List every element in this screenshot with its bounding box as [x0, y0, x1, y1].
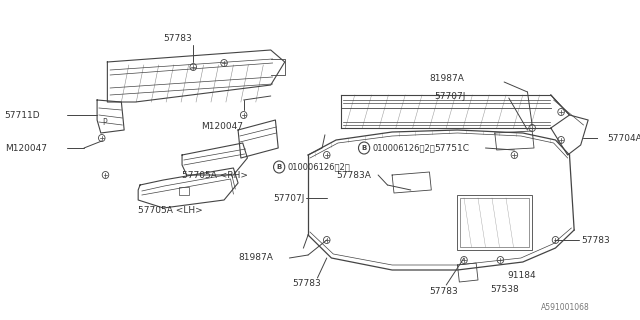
Text: B: B — [362, 145, 367, 151]
Text: B: B — [276, 164, 282, 170]
Text: 81987A: 81987A — [238, 253, 273, 262]
Text: 57711D: 57711D — [4, 110, 40, 119]
Bar — [179, 187, 189, 195]
Text: 57705A <RH>: 57705A <RH> — [182, 171, 248, 180]
Text: A591001068: A591001068 — [541, 303, 590, 312]
Bar — [460, 198, 529, 247]
Text: 57707J: 57707J — [273, 194, 305, 203]
Text: 57783A: 57783A — [336, 171, 371, 180]
Text: 91184: 91184 — [507, 271, 536, 281]
Text: 010006126（2）: 010006126（2） — [372, 143, 435, 153]
Text: 57783: 57783 — [429, 287, 458, 297]
Text: 57705A <LH>: 57705A <LH> — [138, 205, 203, 214]
Text: 57704A: 57704A — [607, 133, 640, 142]
Text: 57707J: 57707J — [434, 92, 465, 100]
Text: 81987A: 81987A — [429, 74, 465, 83]
Text: M120047: M120047 — [4, 143, 47, 153]
Text: P: P — [102, 117, 108, 126]
Text: 57783: 57783 — [292, 278, 321, 287]
Text: 57538: 57538 — [490, 284, 519, 293]
Text: 57751C: 57751C — [434, 143, 469, 153]
Text: 010006126（2）: 010006126（2） — [287, 163, 350, 172]
Text: 57783: 57783 — [163, 34, 192, 43]
Bar — [458, 195, 532, 250]
Text: 57783: 57783 — [582, 236, 611, 244]
Text: M120047: M120047 — [201, 122, 243, 131]
